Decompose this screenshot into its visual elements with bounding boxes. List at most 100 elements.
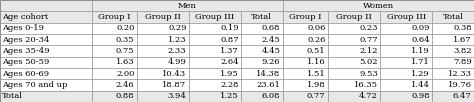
- Text: 2.46: 2.46: [116, 81, 135, 89]
- Text: 2.33: 2.33: [168, 47, 187, 55]
- Text: Total: Total: [2, 92, 23, 100]
- Text: 1.95: 1.95: [220, 70, 239, 78]
- Bar: [137, 45, 189, 57]
- Bar: [432, 79, 474, 91]
- Bar: [0, 79, 91, 91]
- Bar: [0, 57, 91, 68]
- Text: 0.26: 0.26: [307, 36, 326, 44]
- Text: Ages 70 and up: Ages 70 and up: [2, 81, 68, 89]
- Text: 1.98: 1.98: [307, 81, 326, 89]
- Bar: [137, 23, 189, 34]
- Text: 2.00: 2.00: [116, 70, 135, 78]
- Bar: [380, 45, 432, 57]
- Bar: [380, 57, 432, 68]
- Bar: [283, 68, 328, 79]
- Text: 1.67: 1.67: [453, 36, 472, 44]
- Bar: [432, 45, 474, 57]
- Bar: [91, 68, 137, 79]
- Text: Age cohort: Age cohort: [2, 13, 49, 21]
- Text: Group II: Group II: [336, 13, 372, 21]
- Bar: [189, 79, 241, 91]
- Text: 0.68: 0.68: [262, 24, 281, 32]
- Text: 0.77: 0.77: [307, 92, 326, 100]
- Text: Men: Men: [178, 2, 197, 10]
- Text: 2.12: 2.12: [359, 47, 378, 55]
- Bar: [189, 34, 241, 45]
- Bar: [328, 11, 380, 23]
- Text: 2.64: 2.64: [220, 58, 239, 66]
- Bar: [0, 34, 91, 45]
- Text: 0.51: 0.51: [307, 47, 326, 55]
- Text: 23.61: 23.61: [256, 81, 281, 89]
- Bar: [189, 91, 241, 102]
- Bar: [380, 68, 432, 79]
- Text: 0.23: 0.23: [359, 24, 378, 32]
- Text: 1.63: 1.63: [116, 58, 135, 66]
- Text: Ages 60-69: Ages 60-69: [2, 70, 49, 78]
- Bar: [283, 79, 328, 91]
- Bar: [328, 91, 380, 102]
- Text: 5.02: 5.02: [359, 58, 378, 66]
- Text: 16.35: 16.35: [354, 81, 378, 89]
- Text: 0.88: 0.88: [116, 92, 135, 100]
- Bar: [380, 34, 432, 45]
- Text: 14.38: 14.38: [256, 70, 281, 78]
- Bar: [189, 68, 241, 79]
- Bar: [283, 91, 328, 102]
- Text: 1.25: 1.25: [220, 92, 239, 100]
- Bar: [137, 34, 189, 45]
- Bar: [137, 91, 189, 102]
- Text: Ages 20-34: Ages 20-34: [2, 36, 50, 44]
- Text: Ages 35-49: Ages 35-49: [2, 47, 50, 55]
- Text: 0.87: 0.87: [220, 36, 239, 44]
- Text: 0.38: 0.38: [453, 24, 472, 32]
- Text: Ages 50-59: Ages 50-59: [2, 58, 50, 66]
- Bar: [189, 11, 241, 23]
- Text: 19.76: 19.76: [447, 81, 472, 89]
- Bar: [380, 91, 432, 102]
- Bar: [432, 34, 474, 45]
- Text: 1.19: 1.19: [411, 47, 430, 55]
- Bar: [432, 68, 474, 79]
- Text: 4.72: 4.72: [359, 92, 378, 100]
- Text: 1.29: 1.29: [411, 70, 430, 78]
- Text: 1.23: 1.23: [168, 36, 187, 44]
- Text: Group III: Group III: [195, 13, 235, 21]
- Bar: [0, 0, 91, 11]
- Bar: [189, 57, 241, 68]
- Bar: [241, 11, 283, 23]
- Text: 12.33: 12.33: [447, 70, 472, 78]
- Text: Group III: Group III: [387, 13, 426, 21]
- Text: 4.45: 4.45: [261, 47, 281, 55]
- Bar: [283, 45, 328, 57]
- Bar: [432, 23, 474, 34]
- Text: 18.87: 18.87: [163, 81, 187, 89]
- Text: 3.82: 3.82: [453, 47, 472, 55]
- Bar: [283, 11, 328, 23]
- Bar: [137, 11, 189, 23]
- Text: 0.06: 0.06: [307, 24, 326, 32]
- Text: 1.44: 1.44: [411, 81, 430, 89]
- Text: 6.08: 6.08: [262, 92, 281, 100]
- Bar: [241, 68, 283, 79]
- Text: 6.47: 6.47: [453, 92, 472, 100]
- Bar: [241, 57, 283, 68]
- Bar: [0, 45, 91, 57]
- Text: Total: Total: [251, 13, 273, 21]
- Bar: [380, 79, 432, 91]
- Bar: [137, 79, 189, 91]
- Bar: [0, 11, 91, 23]
- Bar: [328, 45, 380, 57]
- Bar: [91, 11, 137, 23]
- Bar: [91, 34, 137, 45]
- Bar: [380, 23, 432, 34]
- Text: 2.28: 2.28: [220, 81, 239, 89]
- Text: 0.77: 0.77: [359, 36, 378, 44]
- Bar: [241, 91, 283, 102]
- Bar: [328, 68, 380, 79]
- Bar: [432, 11, 474, 23]
- Text: 10.43: 10.43: [163, 70, 187, 78]
- Bar: [91, 91, 137, 102]
- Text: Ages 0-19: Ages 0-19: [2, 24, 45, 32]
- Bar: [283, 34, 328, 45]
